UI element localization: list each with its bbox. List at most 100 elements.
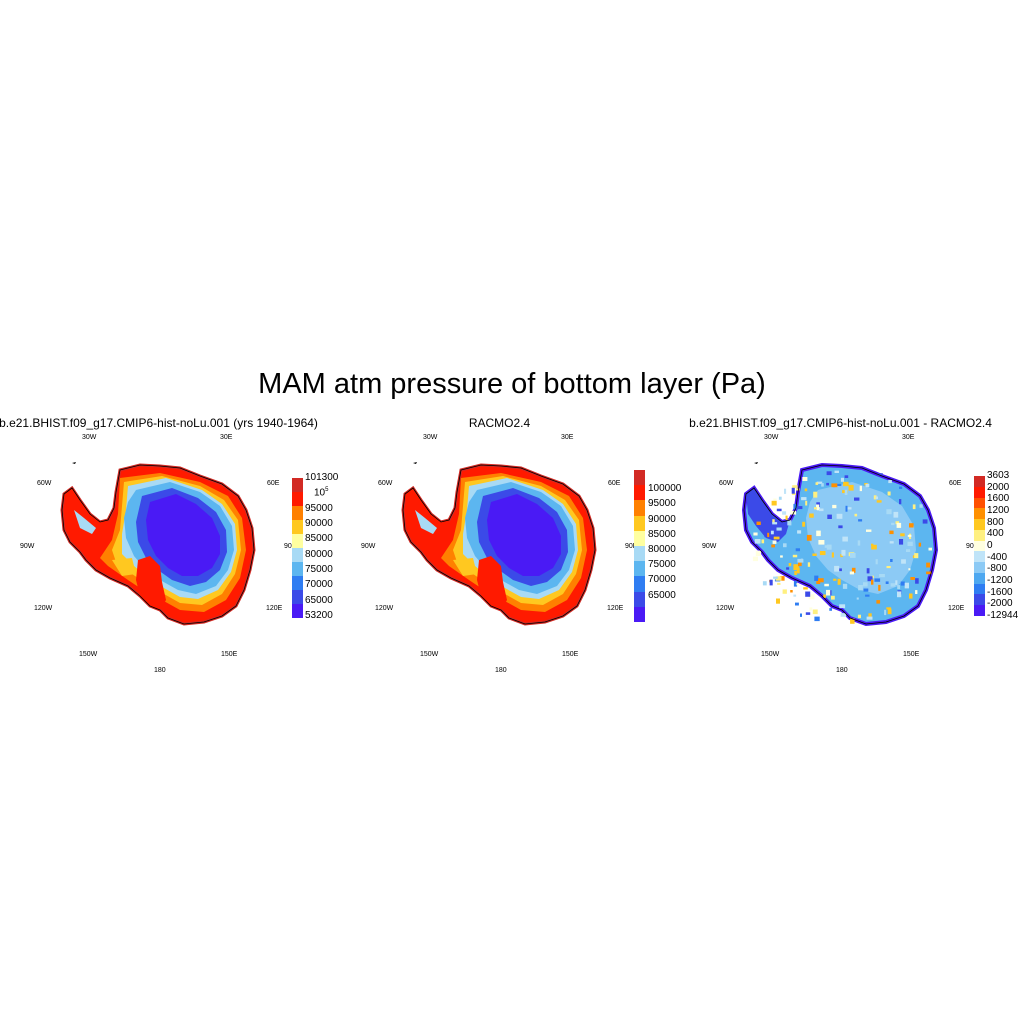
speckle (845, 505, 848, 512)
speckle (796, 506, 803, 510)
speckle (805, 500, 808, 506)
speckle (819, 508, 824, 512)
speckle (922, 519, 928, 524)
speckle (819, 551, 826, 556)
speckle (831, 483, 838, 488)
speckle (840, 477, 844, 482)
speckle (826, 589, 831, 596)
colorbar-tick-label: -400 (987, 551, 1008, 563)
speckle (899, 499, 902, 505)
speckle (777, 582, 781, 585)
colorbar-swatch (974, 540, 985, 552)
colorbar-swatch (634, 485, 645, 501)
speckle (771, 500, 777, 506)
speckle (764, 532, 767, 538)
speckle (858, 519, 863, 522)
speckle (897, 591, 902, 598)
speckle (842, 583, 848, 589)
speckle (792, 485, 798, 489)
speckle (849, 553, 856, 558)
speckle (823, 594, 826, 598)
speckle (871, 579, 874, 585)
speckle (802, 477, 808, 481)
speckle (884, 609, 887, 616)
colorbar-tick-label: 90000 (305, 518, 333, 529)
speckle (926, 571, 932, 575)
peninsula-plateau (74, 510, 96, 534)
colorbar-tick-label: 65000 (305, 594, 333, 606)
colorbar-tick-label: 85000 (648, 528, 676, 540)
speckle (908, 568, 911, 571)
lon-label: 30E (561, 434, 574, 441)
lon-label: 60W (719, 480, 734, 487)
lon-label: 90E (284, 543, 297, 550)
speckle (795, 548, 800, 552)
speckle (801, 497, 807, 501)
speckle (848, 484, 854, 491)
island (413, 462, 417, 464)
speckle (832, 504, 837, 509)
speckle (893, 511, 899, 518)
speckle (834, 565, 840, 572)
speckle (808, 594, 815, 600)
speckle (809, 513, 814, 518)
colorbar-swatch (292, 492, 303, 506)
colorbar-swatch (974, 583, 985, 595)
antarctica-map (60, 462, 256, 626)
speckle (850, 618, 855, 624)
speckle (909, 593, 913, 599)
speckle (839, 604, 846, 609)
colorbar-swatch (634, 500, 645, 516)
lon-label: 60W (378, 480, 393, 487)
speckle (772, 522, 778, 525)
lon-label: 30E (220, 434, 233, 441)
speckle (906, 549, 911, 552)
lon-label: 90E (625, 543, 638, 550)
speckle (899, 486, 903, 489)
colorbar-tick-label: -12944 (987, 610, 1019, 621)
colorbar-tick-label: -2000 (987, 598, 1013, 610)
panel-title: b.e21.BHIST.f09_g17.CMIP6-hist-noLu.001 … (0, 416, 318, 430)
speckle (814, 575, 819, 581)
speckle (836, 513, 843, 519)
speckle (838, 525, 843, 529)
marie-byrd-band (453, 558, 477, 576)
speckle (886, 607, 892, 610)
lon-label: 30W (423, 434, 438, 441)
panel-racmo: RACMO2.4 30W 30E 60W 60E 90W 90E 120W 120E 150W 1… (341, 410, 682, 690)
colorbar-tick-label: 0 (987, 540, 993, 551)
speckle (885, 581, 889, 584)
peninsula (405, 488, 449, 542)
colorbar-tick-label: 800 (987, 516, 1004, 528)
antarctica-map (401, 462, 597, 626)
speckle (890, 559, 893, 562)
colorbar-tick-label: 70000 (648, 574, 676, 586)
speckle (847, 507, 852, 510)
lon-label: 90W (702, 543, 717, 550)
colorbar-tick-label: 70000 (305, 579, 333, 591)
colorbar-tick-label: 1200 (987, 505, 1010, 516)
speckle (762, 581, 767, 586)
speckle (851, 567, 856, 573)
colorbar-swatch (974, 476, 985, 487)
speckle (928, 547, 932, 551)
speckle (756, 521, 761, 525)
speckle (773, 536, 780, 540)
speckle (857, 614, 861, 619)
speckle (826, 482, 829, 486)
colorbar-swatch (292, 478, 303, 492)
speckle (871, 543, 874, 546)
speckle (778, 496, 782, 500)
speckle (776, 527, 782, 531)
speckle (783, 543, 787, 548)
lon-label: 180 (495, 667, 507, 674)
antarctica-map (741, 462, 939, 627)
colorbar-tick-label: 80000 (305, 548, 333, 560)
speckle (773, 498, 777, 501)
colorbar-swatch (292, 506, 303, 520)
speckle (788, 563, 792, 567)
speckle (843, 481, 849, 487)
speckle (761, 539, 765, 544)
colorbar-swatch (974, 497, 985, 509)
speckle (900, 581, 905, 586)
